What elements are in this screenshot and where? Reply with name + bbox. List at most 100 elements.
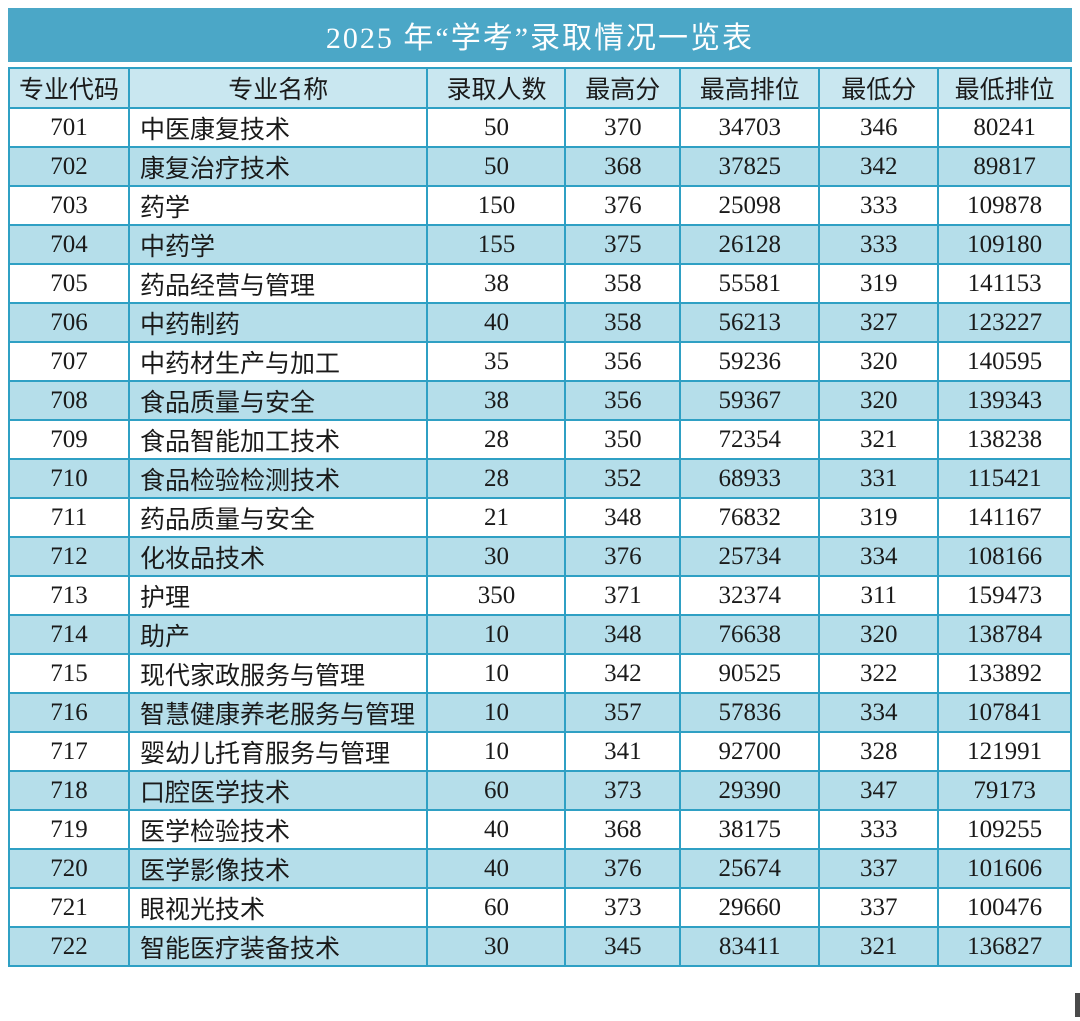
cell-name: 智慧健康养老服务与管理	[127, 692, 429, 733]
cell-admitted: 35	[426, 341, 567, 382]
cell-name: 食品质量与安全	[127, 380, 429, 421]
cell-min_score: 333	[818, 185, 940, 226]
column-header-name: 专业名称	[127, 67, 429, 109]
cell-name: 食品智能加工技术	[127, 419, 429, 460]
table-header-row: 专业代码 专业名称 录取人数 最高分 最高排位 最低分 最低排位	[8, 67, 1072, 109]
cell-code: 716	[8, 692, 130, 733]
cell-min_score: 342	[818, 146, 940, 187]
cell-max_rank: 25674	[679, 848, 821, 889]
cell-name: 智能医疗装备技术	[127, 926, 429, 967]
cell-max_rank: 72354	[679, 419, 821, 460]
cell-name: 化妆品技术	[127, 536, 429, 577]
cell-max_rank: 37825	[679, 146, 821, 187]
cell-min_rank: 109878	[937, 185, 1072, 226]
table-row: 718 口腔医学技术 60 373 29390 347 79173	[8, 770, 1072, 811]
table-title: 2025 年“学考”录取情况一览表	[325, 22, 755, 55]
cell-min_rank: 138784	[937, 614, 1072, 655]
cell-code: 701	[8, 107, 130, 148]
cell-min_rank: 79173	[937, 770, 1072, 811]
table-header: 专业代码 专业名称 录取人数 最高分 最高排位 最低分 最低排位	[8, 67, 1072, 109]
cell-max_score: 370	[564, 107, 682, 148]
cell-max_score: 358	[564, 302, 682, 343]
cell-min_rank: 80241	[937, 107, 1072, 148]
cell-max_score: 373	[564, 887, 682, 928]
table-row: 722 智能医疗装备技术 30 345 83411 321 136827	[8, 926, 1072, 967]
cell-code: 708	[8, 380, 130, 421]
cell-admitted: 40	[426, 809, 567, 850]
cell-admitted: 10	[426, 731, 567, 772]
cell-max_score: 341	[564, 731, 682, 772]
cell-admitted: 28	[426, 458, 567, 499]
cell-max_score: 356	[564, 341, 682, 382]
cell-max_rank: 59236	[679, 341, 821, 382]
cell-max_score: 376	[564, 536, 682, 577]
cell-max_score: 348	[564, 497, 682, 538]
cell-admitted: 50	[426, 146, 567, 187]
cell-max_score: 358	[564, 263, 682, 304]
cell-code: 702	[8, 146, 130, 187]
cell-min_score: 337	[818, 848, 940, 889]
table-row: 701 中医康复技术 50 370 34703 346 80241	[8, 107, 1072, 148]
cell-code: 705	[8, 263, 130, 304]
cell-max_rank: 32374	[679, 575, 821, 616]
cell-max_rank: 92700	[679, 731, 821, 772]
column-header-admitted: 录取人数	[426, 67, 567, 109]
cell-admitted: 21	[426, 497, 567, 538]
cell-min_rank: 108166	[937, 536, 1072, 577]
cell-max_score: 376	[564, 848, 682, 889]
cell-name: 药品质量与安全	[127, 497, 429, 538]
cell-code: 704	[8, 224, 130, 265]
cell-name: 医学检验技术	[127, 809, 429, 850]
cell-max_rank: 76638	[679, 614, 821, 655]
cell-min_rank: 89817	[937, 146, 1072, 187]
cell-admitted: 30	[426, 926, 567, 967]
cell-min_rank: 141153	[937, 263, 1072, 304]
cell-max_rank: 34703	[679, 107, 821, 148]
table-body: 701 中医康复技术 50 370 34703 346 80241 702 康复治疗技术 50 36…	[8, 107, 1072, 967]
cell-max_score: 368	[564, 809, 682, 850]
cell-admitted: 60	[426, 887, 567, 928]
cell-max_score: 350	[564, 419, 682, 460]
table-row: 708 食品质量与安全 38 356 59367 320 139343	[8, 380, 1072, 421]
cell-max_rank: 26128	[679, 224, 821, 265]
cell-name: 康复治疗技术	[127, 146, 429, 187]
cell-min_score: 321	[818, 926, 940, 967]
cell-max_rank: 83411	[679, 926, 821, 967]
table-row: 715 现代家政服务与管理 10 342 90525 322 133892	[8, 653, 1072, 694]
cell-name: 医学影像技术	[127, 848, 429, 889]
edge-artifact	[1075, 993, 1080, 1017]
cell-max_rank: 29660	[679, 887, 821, 928]
cell-max_rank: 90525	[679, 653, 821, 694]
cell-min_score: 319	[818, 497, 940, 538]
cell-admitted: 150	[426, 185, 567, 226]
cell-code: 710	[8, 458, 130, 499]
cell-max_rank: 55581	[679, 263, 821, 304]
cell-code: 714	[8, 614, 130, 655]
cell-min_score: 320	[818, 380, 940, 421]
cell-min_rank: 139343	[937, 380, 1072, 421]
table-row: 705 药品经营与管理 38 358 55581 319 141153	[8, 263, 1072, 304]
cell-admitted: 60	[426, 770, 567, 811]
cell-max_rank: 68933	[679, 458, 821, 499]
cell-code: 703	[8, 185, 130, 226]
cell-code: 715	[8, 653, 130, 694]
cell-min_score: 320	[818, 614, 940, 655]
cell-min_rank: 121991	[937, 731, 1072, 772]
cell-name: 中药材生产与加工	[127, 341, 429, 382]
cell-name: 助产	[127, 614, 429, 655]
admissions-table: 专业代码 专业名称 录取人数 最高分 最高排位 最低分 最低排位 701 中医康复技术 50 37…	[8, 67, 1072, 967]
cell-min_score: 311	[818, 575, 940, 616]
cell-name: 药品经营与管理	[127, 263, 429, 304]
cell-name: 中医康复技术	[127, 107, 429, 148]
cell-name: 现代家政服务与管理	[127, 653, 429, 694]
table-row: 717 婴幼儿托育服务与管理 10 341 92700 328 121991	[8, 731, 1072, 772]
cell-code: 717	[8, 731, 130, 772]
table-row: 711 药品质量与安全 21 348 76832 319 141167	[8, 497, 1072, 538]
cell-admitted: 10	[426, 692, 567, 733]
table-row: 713 护理 350 371 32374 311 159473	[8, 575, 1072, 616]
column-header-max_score: 最高分	[564, 67, 682, 109]
cell-min_score: 333	[818, 809, 940, 850]
cell-max_score: 371	[564, 575, 682, 616]
cell-min_score: 333	[818, 224, 940, 265]
